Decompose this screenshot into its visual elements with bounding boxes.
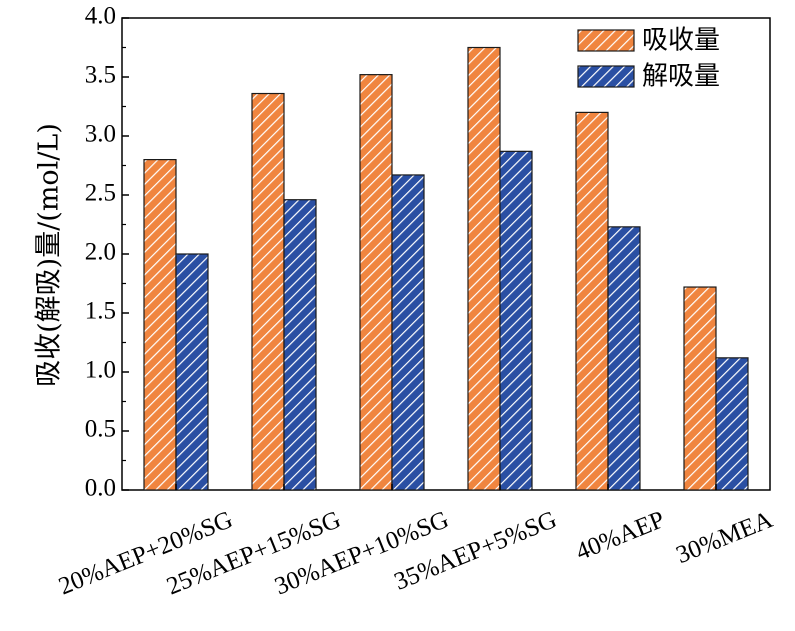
y-axis: 0.0 0.5 1.0 1.5 2.0 2.5 3.0 3.5 4.0 <box>85 3 129 502</box>
bar-absorption <box>143 159 177 491</box>
x-tick-label: 40%AEP <box>572 506 668 566</box>
y-tick-label: 3.5 <box>85 62 116 89</box>
y-tick-label: 2.5 <box>85 180 116 207</box>
bar-absorption <box>467 46 501 491</box>
legend-swatch <box>577 29 635 52</box>
bar-desorption <box>607 226 641 491</box>
bar-absorption <box>251 92 285 491</box>
x-tick-label: 30%MEA <box>672 506 776 569</box>
bar-absorption <box>575 111 609 491</box>
y-tick-label: 0.0 <box>85 475 116 502</box>
y-tick-label: 3.0 <box>85 121 116 148</box>
bar-desorption <box>391 174 425 491</box>
legend-label: 吸收量 <box>642 26 720 56</box>
bar-desorption <box>283 199 317 491</box>
bar-absorption <box>683 286 717 491</box>
y-axis-label: 吸收(解吸)量/(mol/L) <box>34 123 65 387</box>
legend-swatch <box>577 65 635 88</box>
y-tick-label: 0.5 <box>85 416 116 443</box>
bar-desorption <box>175 253 209 491</box>
x-axis: 20%AEP+20%SG25%AEP+15%SG30%AEP+10%SG35%A… <box>55 484 777 600</box>
bar-desorption <box>499 150 533 491</box>
bar-desorption <box>715 357 749 491</box>
y-tick-label: 2.0 <box>85 239 116 266</box>
y-tick-label: 4.0 <box>85 3 116 30</box>
x-tick-label: 20%AEP+20%SG <box>55 506 237 600</box>
bar-absorption <box>359 74 393 491</box>
y-tick-label: 1.0 <box>85 357 116 384</box>
legend-label: 解吸量 <box>642 62 720 92</box>
bars-group <box>143 46 749 491</box>
y-tick-label: 1.5 <box>85 298 116 325</box>
